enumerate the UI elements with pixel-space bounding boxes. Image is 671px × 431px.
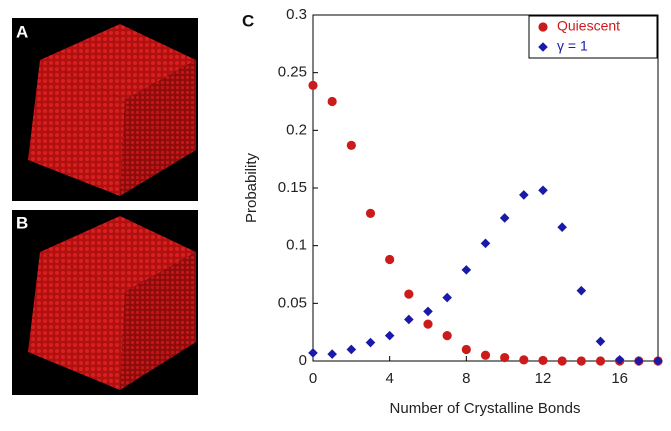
legend-label: Quiescent — [557, 18, 620, 34]
x-tick-label: 12 — [535, 370, 552, 387]
legend-box — [528, 15, 658, 59]
x-tick-label: 16 — [611, 370, 628, 387]
point — [461, 344, 471, 355]
point — [327, 96, 337, 107]
point — [384, 330, 395, 341]
point — [557, 222, 567, 233]
point — [576, 285, 587, 296]
point — [385, 254, 395, 265]
legend-marker — [538, 42, 548, 52]
point — [538, 355, 548, 366]
point — [519, 190, 529, 200]
legend-marker — [538, 22, 548, 32]
point — [538, 185, 548, 196]
legend: Quiescent γ = 1 — [528, 15, 658, 59]
y-axis-label: Probability — [243, 152, 260, 223]
point — [480, 238, 491, 249]
y-tick-label: 0.3 — [286, 6, 307, 23]
point — [614, 355, 625, 365]
point — [346, 344, 357, 355]
panel-label: A — [16, 22, 28, 41]
x-axis-label: Number of Crystalline Bonds — [390, 400, 581, 417]
point — [461, 265, 472, 275]
point — [308, 348, 318, 358]
point — [442, 331, 452, 341]
point — [557, 356, 567, 366]
point — [576, 356, 586, 366]
point — [404, 314, 414, 325]
y-tick-label: 0.1 — [286, 237, 307, 254]
legend-label: γ = 1 — [557, 38, 588, 54]
point — [365, 208, 376, 218]
point — [653, 356, 663, 366]
point — [595, 356, 606, 366]
plot-frame — [312, 14, 659, 362]
x-tick-label: 4 — [385, 370, 393, 387]
point — [423, 319, 433, 329]
panel-a: A — [12, 18, 198, 201]
y-tick-label: 0.05 — [278, 294, 307, 311]
x-tick-label: 8 — [462, 370, 470, 387]
panel-b: B — [12, 210, 198, 395]
y-tick-label: 0.15 — [278, 179, 307, 196]
panel-label: B — [16, 213, 28, 232]
point — [500, 352, 510, 363]
point — [634, 356, 644, 366]
panel-label: C — [242, 11, 254, 30]
y-tick-label: 0.2 — [286, 121, 307, 138]
point — [346, 140, 356, 150]
point — [404, 289, 414, 299]
y-tick-label: 0 — [299, 352, 307, 369]
point — [519, 355, 529, 365]
point — [308, 80, 318, 90]
point — [595, 336, 606, 347]
point — [480, 350, 491, 360]
point — [442, 292, 452, 303]
x-tick-label: 0 — [309, 370, 317, 387]
point — [423, 306, 433, 317]
y-tick-label: 0.25 — [278, 64, 307, 81]
point — [499, 213, 510, 223]
point — [327, 349, 337, 359]
point — [365, 337, 376, 348]
